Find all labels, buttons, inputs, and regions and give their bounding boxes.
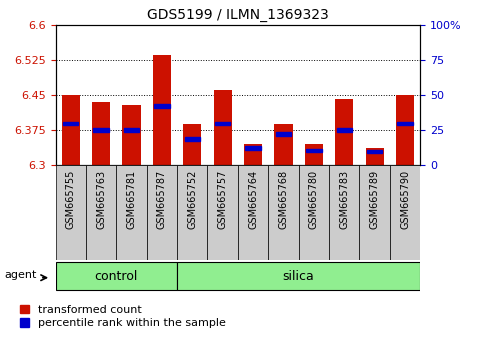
Text: GSM665752: GSM665752 bbox=[187, 170, 197, 229]
Bar bbox=[177, 165, 208, 260]
Title: GDS5199 / ILMN_1369323: GDS5199 / ILMN_1369323 bbox=[147, 8, 329, 22]
Legend: transformed count, percentile rank within the sample: transformed count, percentile rank withi… bbox=[20, 305, 226, 328]
Bar bbox=[92, 102, 110, 165]
Bar bbox=[238, 165, 268, 260]
Bar bbox=[116, 165, 147, 260]
Bar bbox=[274, 124, 293, 165]
Bar bbox=[56, 165, 86, 260]
Bar bbox=[185, 137, 200, 141]
Text: GSM665763: GSM665763 bbox=[96, 170, 106, 229]
Bar bbox=[245, 147, 261, 150]
Bar bbox=[154, 104, 170, 108]
Bar bbox=[306, 149, 322, 153]
Bar bbox=[335, 99, 354, 165]
Bar bbox=[367, 150, 382, 153]
Text: GSM665789: GSM665789 bbox=[369, 170, 380, 229]
Bar bbox=[337, 128, 352, 132]
Text: GSM665755: GSM665755 bbox=[66, 170, 76, 229]
Text: GSM665783: GSM665783 bbox=[339, 170, 349, 229]
Bar bbox=[268, 165, 298, 260]
Bar bbox=[329, 165, 359, 260]
Bar bbox=[183, 124, 201, 165]
Bar bbox=[305, 144, 323, 165]
Bar bbox=[94, 128, 109, 132]
Bar bbox=[215, 122, 230, 125]
Bar bbox=[63, 122, 78, 125]
Bar bbox=[298, 165, 329, 260]
Text: GSM665757: GSM665757 bbox=[218, 170, 227, 229]
Text: silica: silica bbox=[283, 270, 314, 282]
Text: GSM665790: GSM665790 bbox=[400, 170, 410, 229]
Text: GSM665764: GSM665764 bbox=[248, 170, 258, 229]
Bar bbox=[56, 262, 177, 290]
Bar bbox=[208, 165, 238, 260]
Bar bbox=[147, 165, 177, 260]
Bar bbox=[122, 105, 141, 165]
Text: GSM665768: GSM665768 bbox=[279, 170, 288, 229]
Bar bbox=[62, 95, 80, 165]
Bar bbox=[276, 132, 291, 136]
Text: control: control bbox=[95, 270, 138, 282]
Bar bbox=[359, 165, 390, 260]
Bar bbox=[177, 262, 420, 290]
Bar bbox=[86, 165, 116, 260]
Text: GSM665780: GSM665780 bbox=[309, 170, 319, 229]
Bar bbox=[366, 148, 384, 165]
Text: GSM665787: GSM665787 bbox=[157, 170, 167, 229]
Bar bbox=[396, 95, 414, 165]
Text: agent: agent bbox=[4, 269, 37, 280]
Bar bbox=[213, 90, 232, 165]
Text: GSM665781: GSM665781 bbox=[127, 170, 137, 229]
Bar bbox=[398, 122, 412, 125]
Bar bbox=[153, 55, 171, 165]
Bar bbox=[244, 144, 262, 165]
Bar bbox=[390, 165, 420, 260]
Bar bbox=[124, 128, 139, 132]
